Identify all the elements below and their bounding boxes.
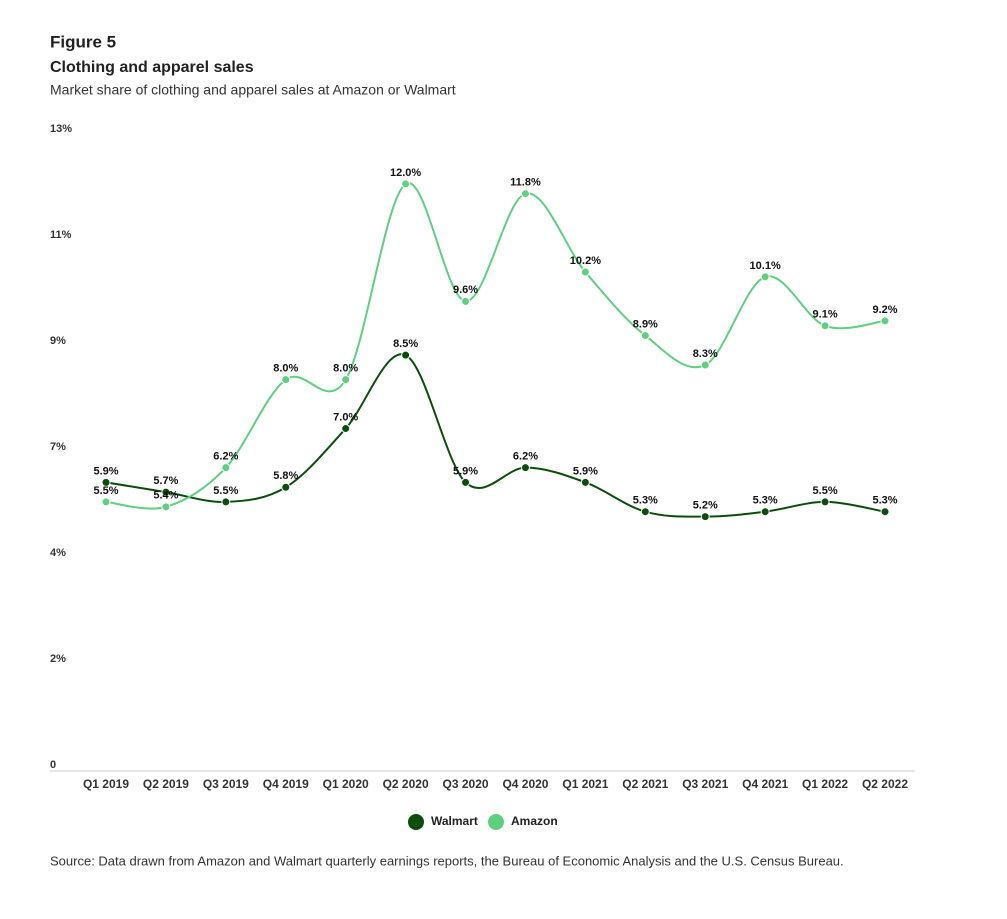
value-label: 6.2% xyxy=(513,451,538,463)
value-label: 8.5% xyxy=(393,338,418,350)
legend-label: Amazon xyxy=(511,814,558,828)
x-tick-label: Q1 2021 xyxy=(562,777,608,791)
value-label: 11.8% xyxy=(510,177,541,189)
point xyxy=(640,331,650,341)
value-label: 6.2% xyxy=(213,451,238,463)
point xyxy=(161,502,171,512)
value-label: 5.9% xyxy=(93,465,118,477)
value-label: 8.3% xyxy=(693,348,718,360)
point xyxy=(461,477,471,487)
value-label: 5.5% xyxy=(813,485,838,497)
y-tick-label: 7% xyxy=(50,441,66,453)
point xyxy=(640,507,650,517)
series-line xyxy=(105,182,886,510)
value-label: 5.5% xyxy=(93,485,118,497)
x-tick-label: Q3 2021 xyxy=(682,777,728,791)
point xyxy=(341,424,351,434)
point xyxy=(760,507,770,517)
value-label: 9.2% xyxy=(872,304,897,316)
point xyxy=(700,360,710,370)
point xyxy=(221,497,231,507)
point xyxy=(101,497,111,507)
value-label: 5.3% xyxy=(872,495,897,507)
point xyxy=(820,321,830,331)
x-tick-label: Q3 2020 xyxy=(443,777,489,791)
value-label: 5.8% xyxy=(273,470,298,482)
point xyxy=(760,272,770,282)
point xyxy=(401,350,411,360)
chart-title: Clothing and apparel sales xyxy=(50,59,254,76)
point xyxy=(401,179,411,189)
x-tick-label: Q1 2019 xyxy=(83,777,129,791)
x-tick-label: Q1 2022 xyxy=(802,777,848,791)
y-tick-label: 2% xyxy=(50,653,66,665)
point xyxy=(700,512,710,522)
legend-marker xyxy=(488,814,504,830)
x-tick-label: Q2 2022 xyxy=(862,777,908,791)
value-label: 8.9% xyxy=(633,318,658,330)
x-tick-label: Q4 2019 xyxy=(263,777,309,791)
value-label: 10.2% xyxy=(570,255,601,267)
point xyxy=(580,477,590,487)
point xyxy=(880,507,890,517)
y-tick-label: 13% xyxy=(50,123,72,135)
y-tick-label: 4% xyxy=(50,547,66,559)
y-tick-label: 11% xyxy=(50,229,72,241)
point xyxy=(281,482,291,492)
point xyxy=(880,316,890,326)
value-label: 5.7% xyxy=(153,475,178,487)
value-label: 8.0% xyxy=(273,363,298,375)
figure-label: Figure 5 xyxy=(50,32,116,51)
value-label: 9.6% xyxy=(453,284,478,296)
point xyxy=(580,267,590,277)
x-tick-label: Q3 2019 xyxy=(203,777,249,791)
value-label: 5.4% xyxy=(153,490,178,502)
point xyxy=(520,463,530,473)
value-label: 8.0% xyxy=(333,363,358,375)
point xyxy=(820,497,830,507)
point xyxy=(461,296,471,306)
y-tick-label: 0 xyxy=(50,759,56,771)
value-label: 5.3% xyxy=(633,495,658,507)
value-label: 5.9% xyxy=(573,465,598,477)
value-label: 7.0% xyxy=(333,411,358,423)
source: Source: Data drawn from Amazon and Walma… xyxy=(50,853,844,868)
value-label: 5.2% xyxy=(693,500,718,512)
value-label: 5.5% xyxy=(213,485,238,497)
x-tick-label: Q2 2021 xyxy=(622,777,668,791)
value-label: 10.1% xyxy=(750,260,781,272)
point xyxy=(221,463,231,473)
x-tick-label: Q4 2021 xyxy=(742,777,788,791)
x-tick-label: Q1 2020 xyxy=(323,777,369,791)
value-label: 9.1% xyxy=(813,309,838,321)
legend-label: Walmart xyxy=(431,814,478,828)
x-tick-label: Q2 2020 xyxy=(383,777,429,791)
chart-subtitle: Market share of clothing and apparel sal… xyxy=(50,82,456,98)
x-tick-label: Q4 2020 xyxy=(502,777,548,791)
y-tick-label: 9% xyxy=(50,335,66,347)
point xyxy=(161,487,171,497)
point xyxy=(281,375,291,385)
point xyxy=(341,375,351,385)
value-label: 5.9% xyxy=(453,465,478,477)
x-tick-label: Q2 2019 xyxy=(143,777,189,791)
value-label: 12.0% xyxy=(390,167,421,179)
point xyxy=(520,189,530,199)
point xyxy=(101,477,111,487)
legend-marker xyxy=(408,814,424,830)
value-label: 5.3% xyxy=(753,495,778,507)
